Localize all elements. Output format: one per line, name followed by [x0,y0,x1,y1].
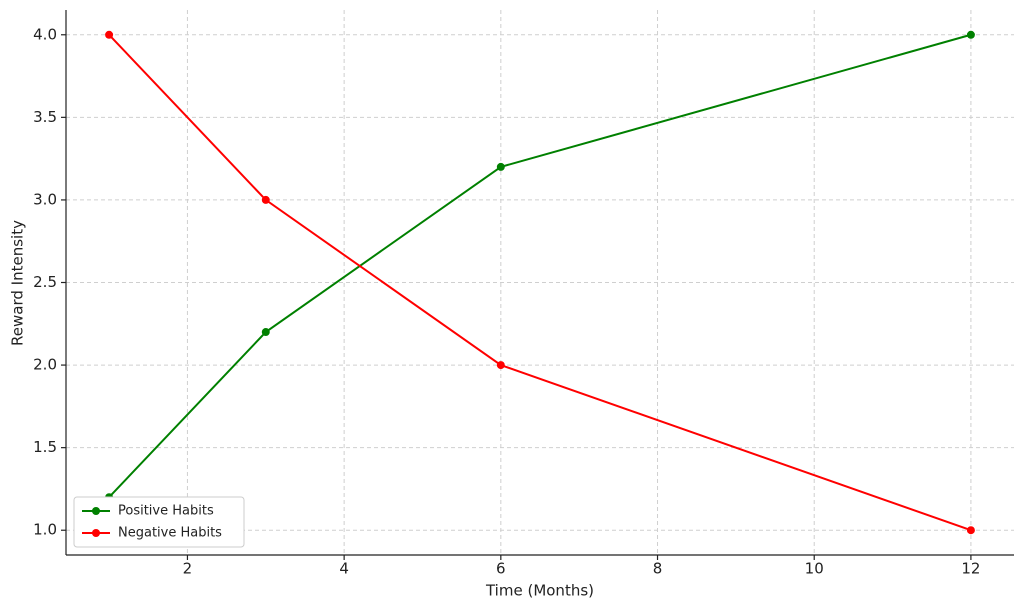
x-tick-label: 6 [496,560,506,578]
data-point [966,30,975,39]
legend-label: Negative Habits [118,526,222,541]
legend-marker [92,529,100,537]
y-tick-label: 2.5 [33,273,57,291]
x-tick-label: 4 [339,560,349,578]
y-tick-label: 4.0 [33,25,57,43]
x-axis-label: Time (Months) [485,582,594,600]
y-tick-label: 1.0 [33,521,57,539]
y-tick-label: 3.0 [33,190,57,208]
x-tick-label: 12 [961,560,980,578]
data-point [105,30,114,39]
x-tick-label: 10 [805,560,824,578]
series-line [108,34,972,532]
x-tick-label: 2 [183,560,193,578]
y-tick-label: 3.5 [33,108,57,126]
y-tick-label: 1.5 [33,438,57,456]
legend-label: Positive Habits [118,504,214,519]
data-point [966,526,975,535]
data-point [261,195,270,204]
x-tick-label: 8 [653,560,663,578]
legend-marker [92,507,100,515]
y-axis-label: Reward Intensity [9,220,27,346]
series-line [108,33,972,498]
y-tick-label: 2.0 [33,356,57,374]
legend-box [73,496,245,548]
data-point [496,162,505,171]
data-point [261,328,270,337]
data-point [496,361,505,370]
